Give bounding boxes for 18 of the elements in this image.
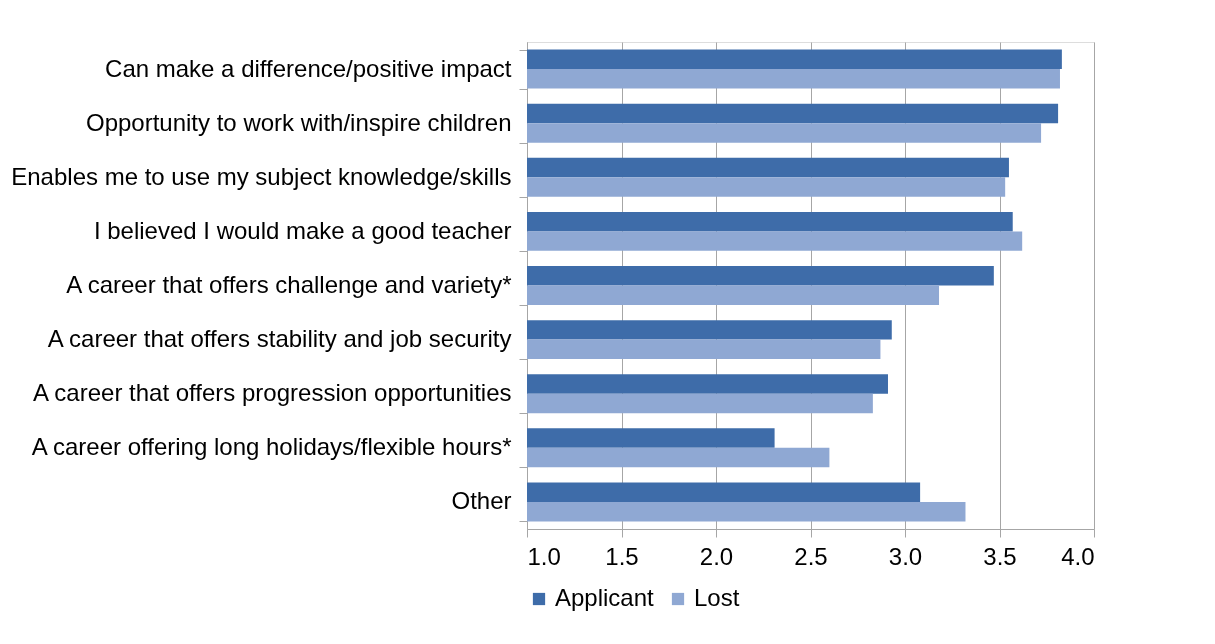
x-tick-label: 2.0 [699, 542, 734, 570]
legend-label: Applicant [555, 584, 655, 611]
x-tick-label: 2.5 [794, 542, 828, 570]
x-tick-label: 1.0 [527, 542, 561, 570]
y-tick-label: Other [451, 487, 512, 515]
x-tick-label: 3.0 [888, 542, 923, 570]
x-tick-label: 3.5 [983, 542, 1017, 570]
y-tick-label: A career that offers challenge and variety* [66, 271, 512, 298]
y-tick-label: I believed I would make a good teacher [93, 216, 512, 244]
y-tick-label: Opportunity to work with/inspire children [85, 108, 512, 136]
x-tick-label: 1.5 [605, 542, 639, 570]
y-tick-label: A career offering long holidays/flexible hours* [31, 433, 512, 461]
y-tick-label: Enables me to use my subject knowledge/skills [11, 162, 512, 190]
y-tick-label: A career that offers stability and job security [47, 325, 512, 353]
legend-label: Lost [694, 584, 740, 611]
y-tick-label: Can make a difference/positive impact [105, 54, 512, 82]
y-tick-label: A career that offers progression opportunities [33, 379, 512, 407]
x-tick-label: 4.0 [1061, 542, 1095, 570]
